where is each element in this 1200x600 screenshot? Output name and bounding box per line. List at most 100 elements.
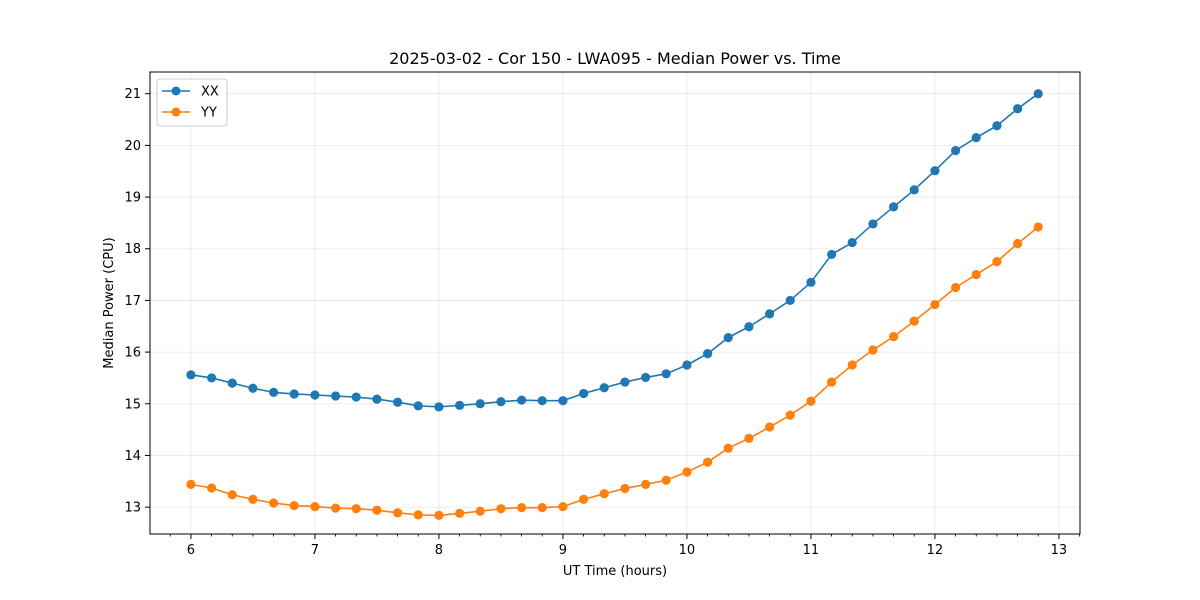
data-point-xx	[827, 249, 837, 260]
data-point-yy	[1033, 222, 1043, 232]
data-point-yy	[599, 489, 609, 499]
x-tick-label: 11	[803, 543, 820, 558]
data-point-yy	[909, 316, 919, 326]
data-point-yy	[331, 503, 341, 513]
data-point-xx	[496, 397, 506, 407]
data-point-yy	[641, 479, 651, 489]
data-point-xx	[992, 121, 1002, 131]
data-point-yy	[744, 433, 754, 443]
data-point-xx	[889, 202, 899, 212]
legend-label-yy: YY	[200, 106, 217, 121]
data-point-yy	[930, 299, 940, 310]
data-point-yy	[413, 510, 423, 520]
y-axis-label: Median Power (CPU)	[102, 237, 117, 368]
data-point-xx	[558, 396, 568, 406]
data-point-yy	[868, 345, 878, 355]
data-point-yy	[227, 490, 237, 500]
data-point-yy	[434, 510, 444, 520]
data-point-xx	[269, 387, 279, 397]
y-tick-label: 19	[124, 191, 141, 206]
data-point-xx	[971, 133, 981, 143]
x-tick-label: 12	[927, 543, 944, 558]
data-point-yy	[971, 269, 981, 280]
grid-layer	[150, 72, 1080, 534]
data-point-xx	[641, 372, 651, 383]
data-point-xx	[207, 373, 217, 383]
data-point-yy	[889, 331, 899, 342]
data-point-xx	[248, 383, 258, 393]
tick-layer: 6 7 8 9 10 11 12 13 13 14 15 16 17 18 19 20 21	[124, 87, 1080, 558]
data-point-xx	[951, 145, 961, 156]
data-point-yy	[393, 508, 403, 518]
data-point-xx	[785, 295, 795, 306]
data-point-xx	[537, 396, 547, 406]
legend: XX YY	[156, 78, 228, 127]
data-point-yy	[827, 377, 837, 387]
data-point-yy	[847, 360, 857, 370]
x-tick-label: 7	[311, 543, 319, 558]
data-point-yy	[207, 483, 217, 493]
y-tick-label: 18	[124, 242, 141, 257]
data-point-xx	[930, 166, 940, 176]
data-point-xx	[765, 309, 775, 319]
data-point-yy	[992, 257, 1002, 267]
data-point-xx	[517, 395, 527, 405]
data-point-yy	[661, 475, 671, 485]
data-point-yy	[723, 443, 733, 453]
data-point-xx	[744, 322, 754, 332]
data-point-yy	[785, 410, 795, 420]
data-point-xx	[310, 390, 320, 400]
y-tick-label: 16	[124, 346, 141, 361]
data-point-yy	[579, 494, 589, 504]
y-tick-label: 14	[124, 449, 141, 464]
data-point-xx	[661, 369, 671, 379]
x-tick-label: 9	[559, 543, 567, 558]
data-point-xx	[331, 391, 341, 401]
data-point-yy	[186, 479, 196, 489]
data-point-xx	[806, 277, 816, 287]
x-tick-label: 13	[1051, 543, 1068, 558]
y-tick-label: 15	[124, 397, 141, 412]
data-point-xx	[393, 397, 403, 407]
x-axis-label: UT Time (hours)	[563, 564, 667, 579]
x-tick-label: 10	[679, 543, 696, 558]
x-tick-label: 6	[187, 543, 195, 558]
data-point-xx	[186, 370, 196, 380]
y-tick-label: 17	[124, 294, 141, 309]
data-point-xx	[289, 389, 299, 399]
data-point-xx	[723, 333, 733, 343]
data-point-yy	[951, 282, 961, 293]
data-point-xx	[227, 378, 237, 388]
data-point-xx	[599, 383, 609, 393]
data-point-xx	[868, 219, 878, 229]
data-point-xx	[475, 399, 485, 409]
data-point-yy	[269, 498, 279, 508]
series-layer	[186, 89, 1043, 520]
data-point-xx	[620, 377, 630, 387]
data-point-xx	[579, 388, 589, 399]
data-point-yy	[537, 503, 547, 513]
series-xx	[186, 89, 1043, 412]
data-point-yy	[475, 506, 485, 516]
legend-marker-xx	[171, 86, 181, 96]
data-point-yy	[558, 502, 568, 512]
data-point-yy	[351, 504, 361, 514]
data-point-yy	[496, 504, 506, 514]
data-point-yy	[682, 467, 692, 477]
data-point-yy	[372, 505, 382, 515]
y-tick-label: 20	[124, 139, 141, 154]
data-point-yy	[248, 494, 258, 504]
legend-marker-yy	[171, 107, 181, 117]
data-point-yy	[765, 422, 775, 432]
data-point-yy	[1013, 238, 1023, 249]
chart-title: 2025-03-02 - Cor 150 - LWA095 - Median P…	[389, 49, 841, 68]
data-point-yy	[455, 508, 465, 518]
y-tick-label: 13	[124, 501, 141, 516]
legend-label-xx: XX	[201, 85, 219, 100]
data-point-xx	[682, 360, 692, 370]
data-point-yy	[620, 483, 630, 494]
data-point-xx	[372, 394, 382, 404]
data-point-yy	[310, 502, 320, 512]
data-point-yy	[703, 457, 713, 467]
